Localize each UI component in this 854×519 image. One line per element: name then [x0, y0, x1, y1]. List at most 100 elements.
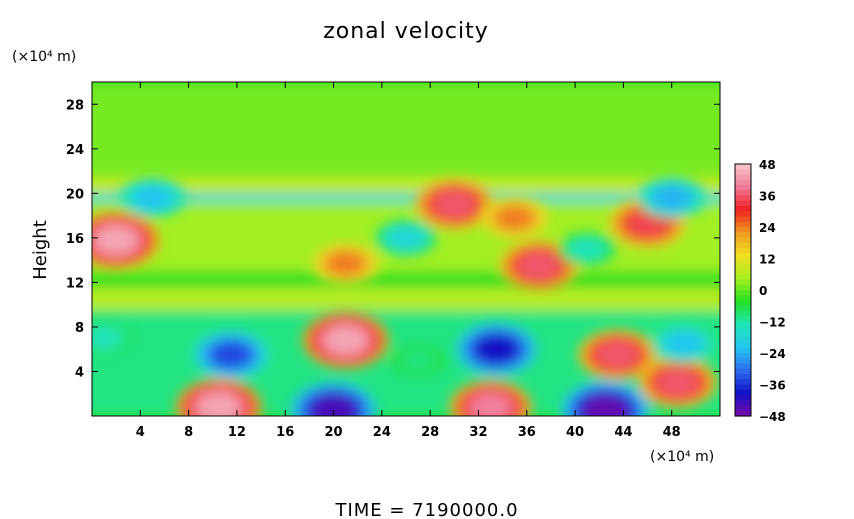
x-tick-4: 4	[136, 82, 145, 440]
y-tick-label: 4	[75, 365, 84, 380]
y-tick-label: 8	[75, 321, 84, 336]
heatmap-plot	[92, 82, 720, 416]
colorbar-segment	[735, 274, 751, 281]
y-tick-label: 28	[66, 98, 84, 113]
colorbar-segment	[735, 227, 751, 233]
colorbar-segment	[735, 263, 751, 270]
background-band-5	[92, 178, 720, 194]
colorbar-segment	[735, 290, 751, 296]
velocity-feature-7	[577, 329, 657, 381]
x-tick-label: 28	[421, 425, 439, 440]
x-tick-48: 48	[663, 82, 681, 440]
y-ticks: 4 8 12 16 20 24 28	[66, 98, 720, 380]
colorbar-segment	[735, 384, 751, 391]
colorbar-segment	[735, 368, 751, 375]
colorbar-segment	[735, 174, 751, 181]
colorbar-segment	[735, 253, 751, 260]
x-tick-label: 20	[324, 425, 342, 440]
x-tick-label: 16	[276, 425, 294, 440]
colorbar-segment	[735, 300, 751, 307]
y-tick-12: 12	[66, 276, 720, 291]
velocity-feature-8	[638, 357, 718, 408]
x-tick-label: 32	[469, 425, 487, 440]
x-tick-label: 44	[614, 425, 632, 440]
colorbar-segment	[735, 232, 751, 239]
y-tick-8: 8	[75, 321, 720, 336]
velocity-feature-21	[390, 345, 446, 376]
colorbar-segment	[735, 353, 751, 359]
velocity-feature-5	[455, 322, 538, 377]
colorbar-segment	[735, 342, 751, 349]
y-tick-label: 16	[66, 232, 84, 247]
colorbar-segment	[735, 363, 751, 370]
x-tick-label: 36	[518, 425, 536, 440]
background-band-1	[92, 287, 720, 311]
y-tick-24: 24	[66, 143, 720, 158]
colorbar-segment	[735, 389, 751, 396]
y-tick-4: 4	[75, 365, 720, 380]
y-tick-label: 24	[66, 143, 84, 158]
colorbar-segment	[735, 279, 751, 286]
velocity-feature-6	[302, 311, 389, 369]
x-tick-24: 24	[373, 82, 391, 440]
colorbar-segment	[735, 216, 751, 223]
y-tick-20: 20	[66, 187, 720, 202]
colorbar-segment	[735, 358, 751, 365]
colorbar-segment	[735, 374, 751, 380]
colorbar-segment	[735, 169, 751, 176]
x-tick-label: 8	[184, 425, 193, 440]
velocity-feature-18	[557, 232, 617, 266]
x-tick-20: 20	[324, 82, 343, 440]
colorbar-segment	[735, 395, 751, 401]
colorbar-segment	[735, 337, 751, 344]
colorbar-tick-label: −12	[759, 316, 786, 330]
y-tick-label: 20	[66, 187, 84, 202]
colorbar-segment	[735, 242, 751, 249]
colorbar-tick-label: 12	[759, 253, 776, 267]
colorbar-segment	[735, 316, 751, 323]
background-band-2	[92, 271, 720, 288]
colorbar-segment	[735, 221, 751, 228]
colorbar-segment	[735, 195, 751, 202]
x-tick-label: 24	[373, 425, 391, 440]
colorbar: 48 36 24 12 0 −12 −24 −36 −48	[734, 158, 786, 424]
velocity-feature-15	[119, 177, 186, 218]
velocity-feature-1	[449, 380, 532, 416]
colorbar-segment	[735, 332, 751, 338]
colorbar-segment	[735, 190, 751, 197]
colorbar-segment	[735, 405, 751, 412]
x-tick-label: 48	[663, 425, 681, 440]
velocity-feature-0	[175, 378, 263, 416]
colorbar-segment	[735, 321, 751, 328]
x-tick-12: 12	[228, 82, 246, 440]
colorbar-segment	[735, 258, 751, 265]
colorbar-tick-label: −48	[759, 410, 786, 424]
y-tick-28: 28	[66, 98, 720, 113]
velocity-feature-2	[290, 382, 377, 416]
colorbar-segment	[735, 311, 751, 317]
background-band-7	[92, 82, 720, 172]
colorbar-tick-label: −24	[759, 347, 786, 361]
x-tick-28: 28	[421, 82, 439, 440]
y-axis-label: Height	[30, 220, 51, 280]
velocity-feature-3	[561, 381, 650, 416]
velocity-feature-11	[414, 179, 494, 230]
colorbar-segment	[735, 206, 751, 212]
velocity-feature-10	[499, 240, 579, 291]
colorbar-segment	[735, 237, 751, 244]
y-tick-label: 12	[66, 276, 84, 291]
x-tick-label: 12	[228, 425, 246, 440]
colorbar-tick-label: −36	[759, 379, 786, 393]
y-tick-16: 16	[66, 232, 720, 247]
colorbar-tick-label: 0	[759, 284, 767, 298]
y-unit-label: (×10⁴ m)	[12, 49, 76, 65]
velocity-feature-4	[192, 330, 270, 380]
colorbar-segment	[735, 410, 751, 417]
colorbar-segment	[735, 248, 751, 254]
velocity-feature-19	[92, 321, 134, 355]
velocity-feature-13	[311, 242, 380, 285]
x-tick-label: 40	[566, 425, 584, 440]
colorbar-tick-label: 24	[759, 221, 776, 235]
velocity-feature-14	[480, 197, 549, 239]
